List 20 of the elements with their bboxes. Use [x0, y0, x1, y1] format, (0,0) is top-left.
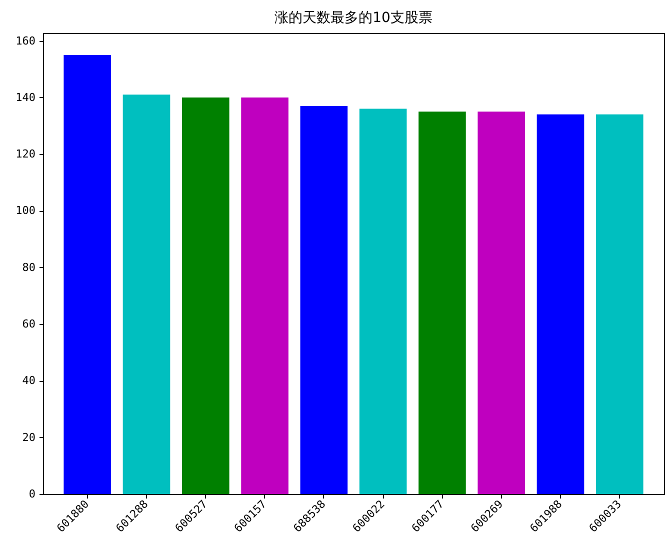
chart-title: 涨的天数最多的10支股票 — [274, 10, 432, 26]
y-tick-label: 120 — [16, 148, 36, 161]
bar — [536, 114, 584, 494]
bar — [596, 114, 644, 494]
bar — [182, 97, 230, 494]
y-tick-label: 0 — [28, 488, 36, 500]
bar — [300, 106, 348, 494]
y-tick-label: 140 — [16, 90, 36, 104]
bar — [478, 112, 526, 494]
y-tick-label: 100 — [16, 204, 36, 218]
bar — [418, 112, 466, 494]
y-tick-label: 20 — [22, 430, 36, 444]
y-tick-label: 40 — [22, 374, 36, 388]
bar — [64, 54, 112, 494]
y-tick-label: 80 — [22, 260, 36, 274]
bar — [359, 108, 407, 494]
y-tick-label: 160 — [16, 34, 36, 48]
y-tick-label: 60 — [22, 318, 36, 331]
bar — [122, 94, 170, 494]
bar — [241, 97, 288, 494]
